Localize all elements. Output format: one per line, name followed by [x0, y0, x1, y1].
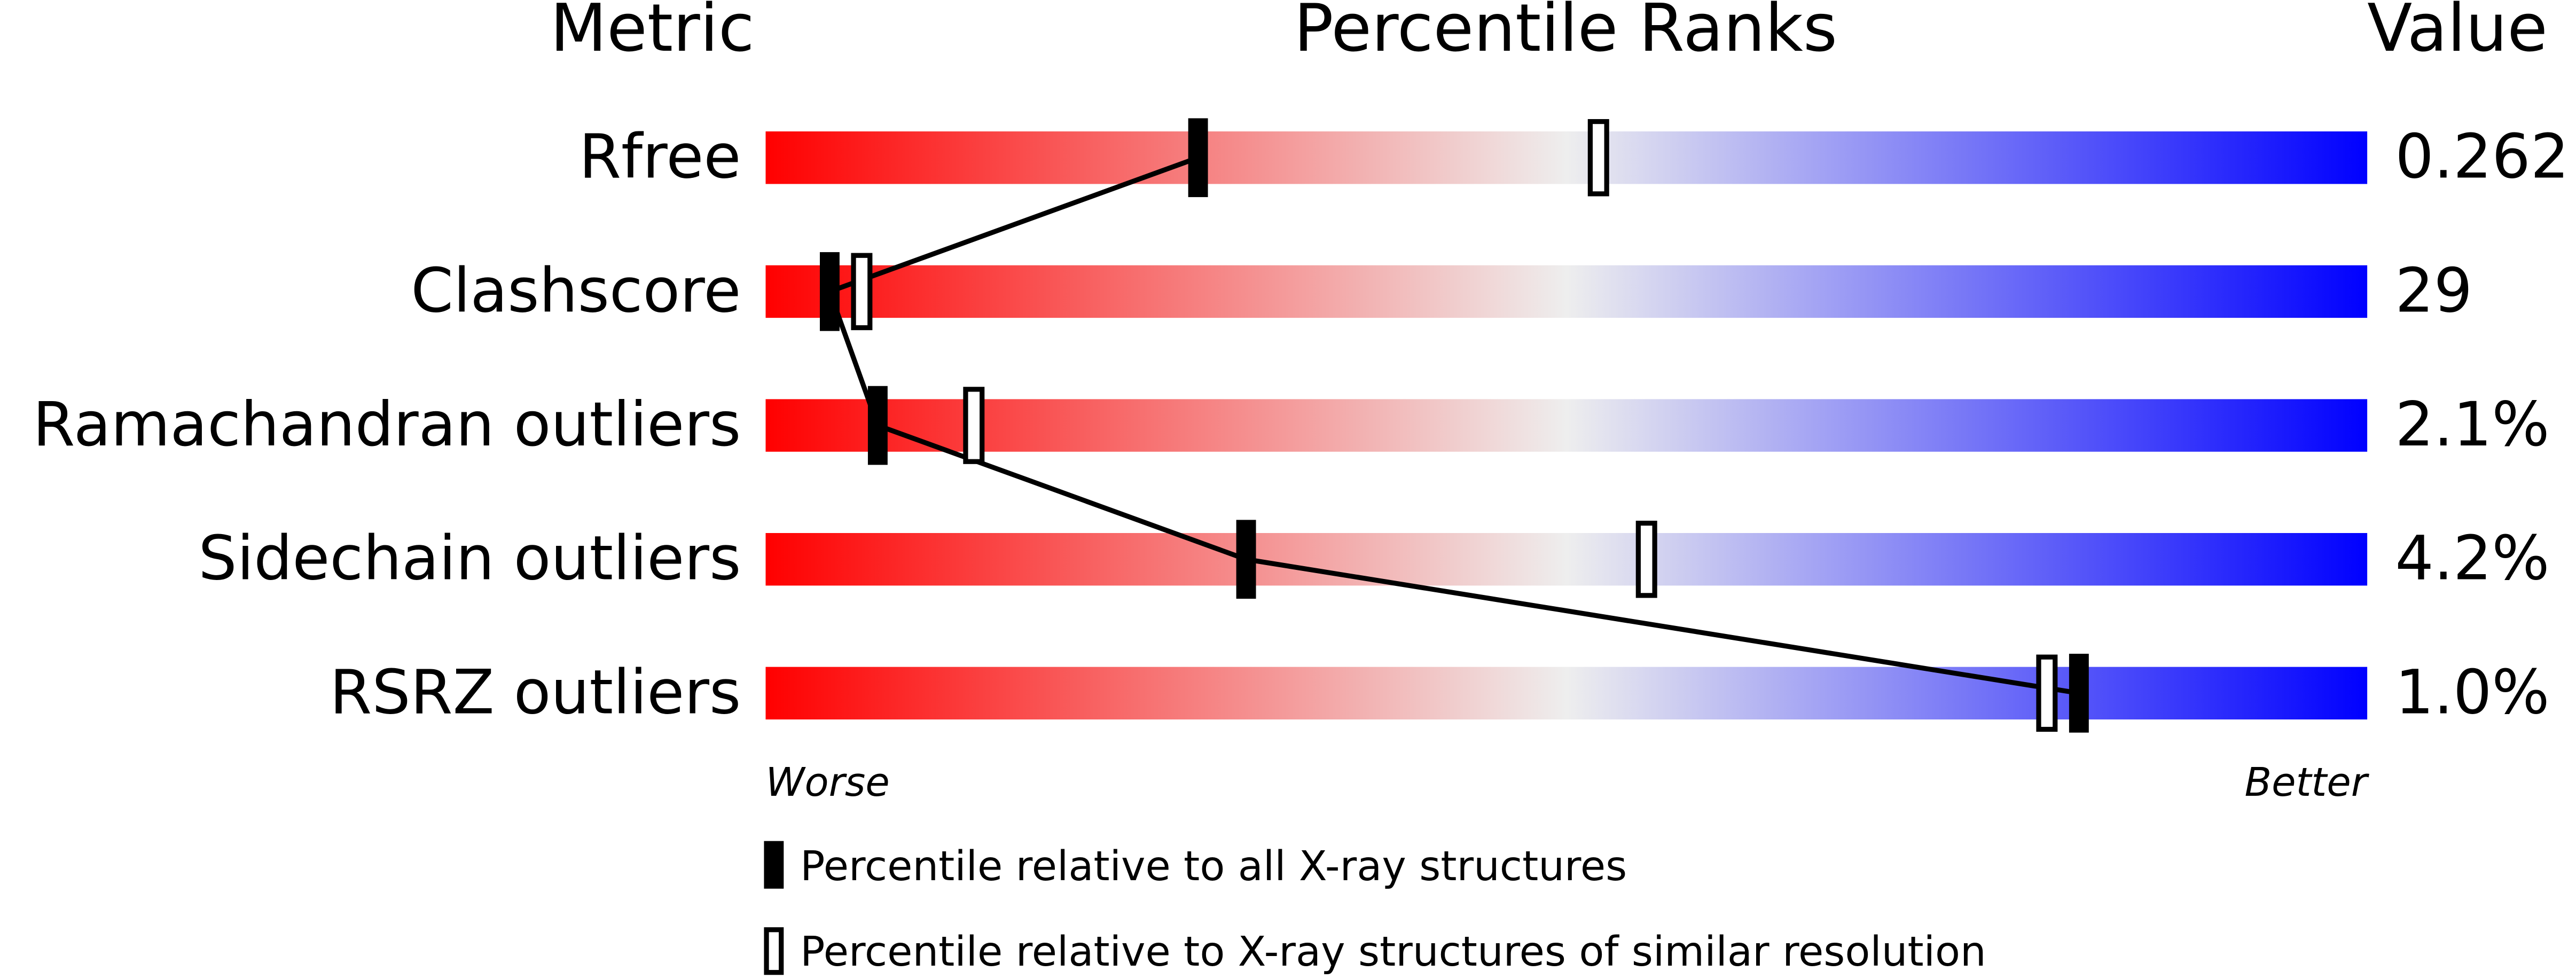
- percentile-marker-hollow: [851, 253, 873, 331]
- percentile-marker: [819, 252, 840, 331]
- legend-swatch: [764, 841, 784, 889]
- metric-value: 2.1%: [2395, 389, 2549, 460]
- column-header: Percentile Ranks: [1294, 0, 1837, 67]
- legend-swatch: [764, 927, 784, 975]
- percentile-bar: [765, 399, 2368, 452]
- column-header: Metric: [550, 0, 754, 67]
- metric-value: 4.2%: [2395, 523, 2549, 594]
- percentile-marker: [2069, 654, 2089, 733]
- metric-label: Sidechain outliers: [198, 523, 741, 594]
- percentile-marker: [1188, 118, 1208, 198]
- metric-label: RSRZ outliers: [330, 656, 741, 727]
- column-header: Value: [2367, 0, 2548, 67]
- metric-value: 1.0%: [2395, 656, 2549, 727]
- axis-end-label: Better: [2244, 759, 2369, 805]
- metric-label: Ramachandran outliers: [33, 389, 741, 460]
- percentile-bar: [765, 131, 2368, 184]
- percentile-bar: [765, 265, 2368, 318]
- percentile-marker-hollow: [963, 387, 985, 464]
- metric-value: 0.262: [2395, 121, 2569, 192]
- percentile-marker-hollow: [2036, 654, 2058, 732]
- axis-end-label: Worse: [765, 759, 889, 805]
- percentile-marker-hollow: [1587, 119, 1609, 197]
- percentile-marker: [1236, 520, 1256, 599]
- percentile-bar: [765, 667, 2368, 720]
- metric-label: Rfree: [579, 121, 741, 192]
- percentile-marker-hollow: [1635, 520, 1657, 598]
- percentile-bar: [765, 533, 2368, 586]
- legend-label: Percentile relative to all X-ray structu…: [800, 843, 1627, 890]
- metric-label: Clashscore: [411, 255, 741, 326]
- metric-value: 29: [2395, 255, 2472, 326]
- percentile-marker: [867, 386, 888, 465]
- legend-label: Percentile relative to X-ray structures …: [800, 928, 1986, 976]
